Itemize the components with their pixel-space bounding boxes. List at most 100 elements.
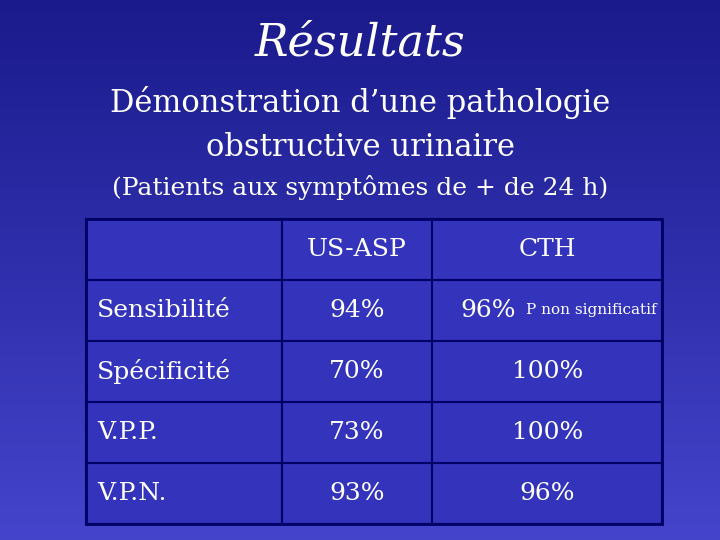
Bar — [0, 394, 720, 400]
Bar — [0, 518, 720, 524]
Bar — [0, 508, 720, 513]
Bar — [0, 259, 720, 265]
Bar — [0, 49, 720, 54]
Bar — [0, 292, 720, 297]
Bar — [0, 459, 720, 464]
Bar — [0, 108, 720, 113]
Bar — [0, 11, 720, 16]
Bar — [0, 475, 720, 481]
Bar — [0, 124, 720, 130]
Bar — [0, 308, 720, 313]
Text: (Patients aux symptômes de + de 24 h): (Patients aux symptômes de + de 24 h) — [112, 176, 608, 200]
Bar — [0, 367, 720, 373]
Bar — [0, 232, 720, 238]
Bar — [0, 297, 720, 302]
Bar — [0, 27, 720, 32]
Bar — [0, 416, 720, 421]
Bar — [0, 275, 720, 281]
Bar — [0, 270, 720, 275]
Bar — [0, 281, 720, 286]
Bar — [0, 189, 720, 194]
Text: CTH: CTH — [518, 238, 576, 261]
Text: obstructive urinaire: obstructive urinaire — [205, 132, 515, 163]
Bar — [0, 356, 720, 362]
Text: 73%: 73% — [329, 421, 385, 444]
Text: Sensibilité: Sensibilité — [97, 299, 231, 322]
Bar — [0, 373, 720, 378]
Bar — [0, 70, 720, 76]
Bar — [0, 383, 720, 389]
Bar — [0, 513, 720, 518]
Bar — [0, 254, 720, 259]
Bar — [0, 173, 720, 178]
Bar — [0, 389, 720, 394]
Text: 96%: 96% — [461, 299, 516, 322]
Bar — [0, 340, 720, 346]
Bar — [0, 421, 720, 427]
Bar — [0, 302, 720, 308]
Bar — [0, 0, 720, 5]
Bar — [0, 405, 720, 410]
Bar — [0, 162, 720, 167]
Bar — [0, 113, 720, 119]
Bar — [0, 59, 720, 65]
Bar — [0, 313, 720, 319]
Bar — [0, 486, 720, 491]
Bar — [0, 497, 720, 502]
Bar — [0, 103, 720, 108]
Bar — [0, 335, 720, 340]
Bar — [0, 362, 720, 367]
Bar — [0, 157, 720, 162]
Bar — [0, 324, 720, 329]
Bar — [0, 140, 720, 146]
Bar — [0, 248, 720, 254]
Bar — [0, 92, 720, 97]
Bar — [0, 178, 720, 184]
Bar — [0, 184, 720, 189]
Bar — [0, 481, 720, 486]
Bar — [0, 454, 720, 459]
Bar — [0, 238, 720, 243]
Text: 100%: 100% — [512, 360, 582, 383]
Bar — [0, 432, 720, 437]
Bar — [0, 524, 720, 529]
Text: P non significatif: P non significatif — [526, 303, 656, 317]
Bar — [0, 54, 720, 59]
Bar — [0, 437, 720, 443]
Bar — [0, 221, 720, 227]
Bar — [0, 491, 720, 497]
Bar — [0, 200, 720, 205]
Bar — [0, 22, 720, 27]
Text: 94%: 94% — [329, 299, 385, 322]
Bar — [0, 151, 720, 157]
Text: V.P.N.: V.P.N. — [97, 482, 167, 505]
Bar — [0, 86, 720, 92]
Bar — [0, 464, 720, 470]
Bar — [0, 319, 720, 324]
Bar — [0, 205, 720, 211]
Bar — [0, 97, 720, 103]
Bar — [0, 443, 720, 448]
Text: Résultats: Résultats — [255, 22, 465, 65]
Bar — [0, 502, 720, 508]
Text: 100%: 100% — [512, 421, 582, 444]
Bar — [0, 76, 720, 81]
Text: 96%: 96% — [519, 482, 575, 505]
Text: Spécificité: Spécificité — [97, 359, 231, 384]
Bar — [0, 16, 720, 22]
Text: US-ASP: US-ASP — [307, 238, 407, 261]
Bar — [0, 448, 720, 454]
Bar — [0, 38, 720, 43]
Bar — [0, 65, 720, 70]
Bar — [0, 346, 720, 351]
Bar — [0, 194, 720, 200]
Text: 93%: 93% — [329, 482, 385, 505]
FancyBboxPatch shape — [86, 219, 662, 524]
Bar — [0, 351, 720, 356]
Bar — [0, 400, 720, 405]
Bar — [0, 81, 720, 86]
Bar — [0, 130, 720, 135]
Bar — [0, 43, 720, 49]
Bar — [0, 167, 720, 173]
Bar — [0, 535, 720, 540]
